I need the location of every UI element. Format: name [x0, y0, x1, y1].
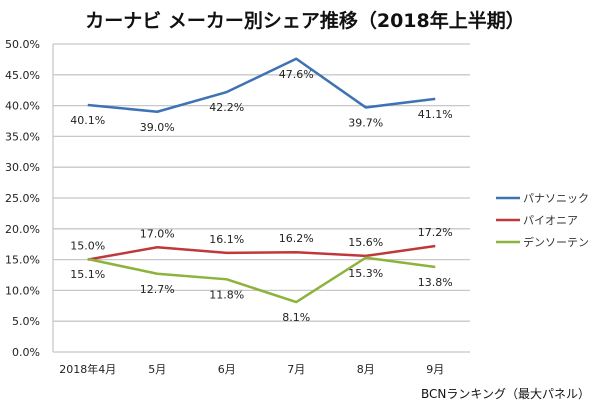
- chart-title: カーナビ メーカー別シェア推移（2018年上半期）: [85, 9, 525, 32]
- data-label: 17.0%: [140, 227, 175, 240]
- y-tick-label: 25.0%: [5, 192, 40, 205]
- x-axis-ticks: 2018年4月 5月 6月 7月 8月 9月: [59, 362, 444, 376]
- x-tick-label: 6月: [218, 363, 236, 376]
- series-lines: [87, 57, 436, 304]
- data-label: 17.2%: [418, 226, 453, 239]
- data-label: 16.1%: [209, 233, 244, 246]
- data-label: 8.1%: [282, 311, 310, 324]
- data-label: 47.6%: [279, 68, 314, 81]
- x-tick-label: 7月: [287, 363, 305, 376]
- y-tick-label: 40.0%: [5, 100, 40, 113]
- y-axis-ticks: 0.0% 5.0% 10.0% 15.0% 20.0% 25.0% 30.0% 35.0% 40…: [5, 38, 40, 359]
- data-labels: 40.1% 39.0% 42.2% 47.6% 39.7% 41.1% 15.0% 17.0%…: [70, 68, 452, 324]
- x-tick-label: 5月: [148, 363, 166, 376]
- data-label: 15.1%: [70, 268, 105, 281]
- series-line-1: [87, 244, 436, 261]
- data-label: 39.7%: [348, 116, 383, 129]
- data-label: 12.7%: [140, 283, 175, 296]
- x-tick-label: 8月: [357, 363, 375, 376]
- y-tick-label: 30.0%: [5, 161, 40, 174]
- y-tick-label: 10.0%: [5, 284, 40, 297]
- y-tick-label: 45.0%: [5, 69, 40, 82]
- gridlines: [52, 43, 470, 353]
- data-label: 39.0%: [140, 121, 175, 134]
- legend-label: パイオニア: [523, 214, 578, 227]
- legend-label: デンソーテン: [523, 235, 589, 249]
- data-label: 42.2%: [209, 101, 244, 114]
- y-tick-label: 5.0%: [12, 315, 40, 328]
- y-tick-label: 20.0%: [5, 223, 40, 236]
- data-label: 15.6%: [348, 236, 383, 249]
- data-label: 41.1%: [418, 108, 453, 121]
- y-tick-label: 50.0%: [5, 38, 40, 51]
- x-tick-label: 2018年4月: [59, 362, 116, 376]
- x-tick-label: 9月: [426, 363, 444, 376]
- y-tick-label: 0.0%: [12, 346, 40, 359]
- y-tick-label: 35.0%: [5, 130, 40, 143]
- series-line-0: [87, 57, 436, 114]
- y-tick-label: 15.0%: [5, 254, 40, 267]
- data-label: 11.8%: [209, 288, 244, 301]
- source-note: BCNランキング（最大パネル）: [421, 387, 590, 401]
- legend-label: パナソニック: [523, 192, 589, 205]
- data-label: 40.1%: [70, 114, 105, 127]
- data-label: 16.2%: [279, 232, 314, 245]
- data-label: 15.3%: [348, 267, 383, 280]
- data-label: 13.8%: [418, 276, 453, 289]
- data-label: 15.0%: [70, 240, 105, 253]
- series-line-2: [87, 256, 436, 304]
